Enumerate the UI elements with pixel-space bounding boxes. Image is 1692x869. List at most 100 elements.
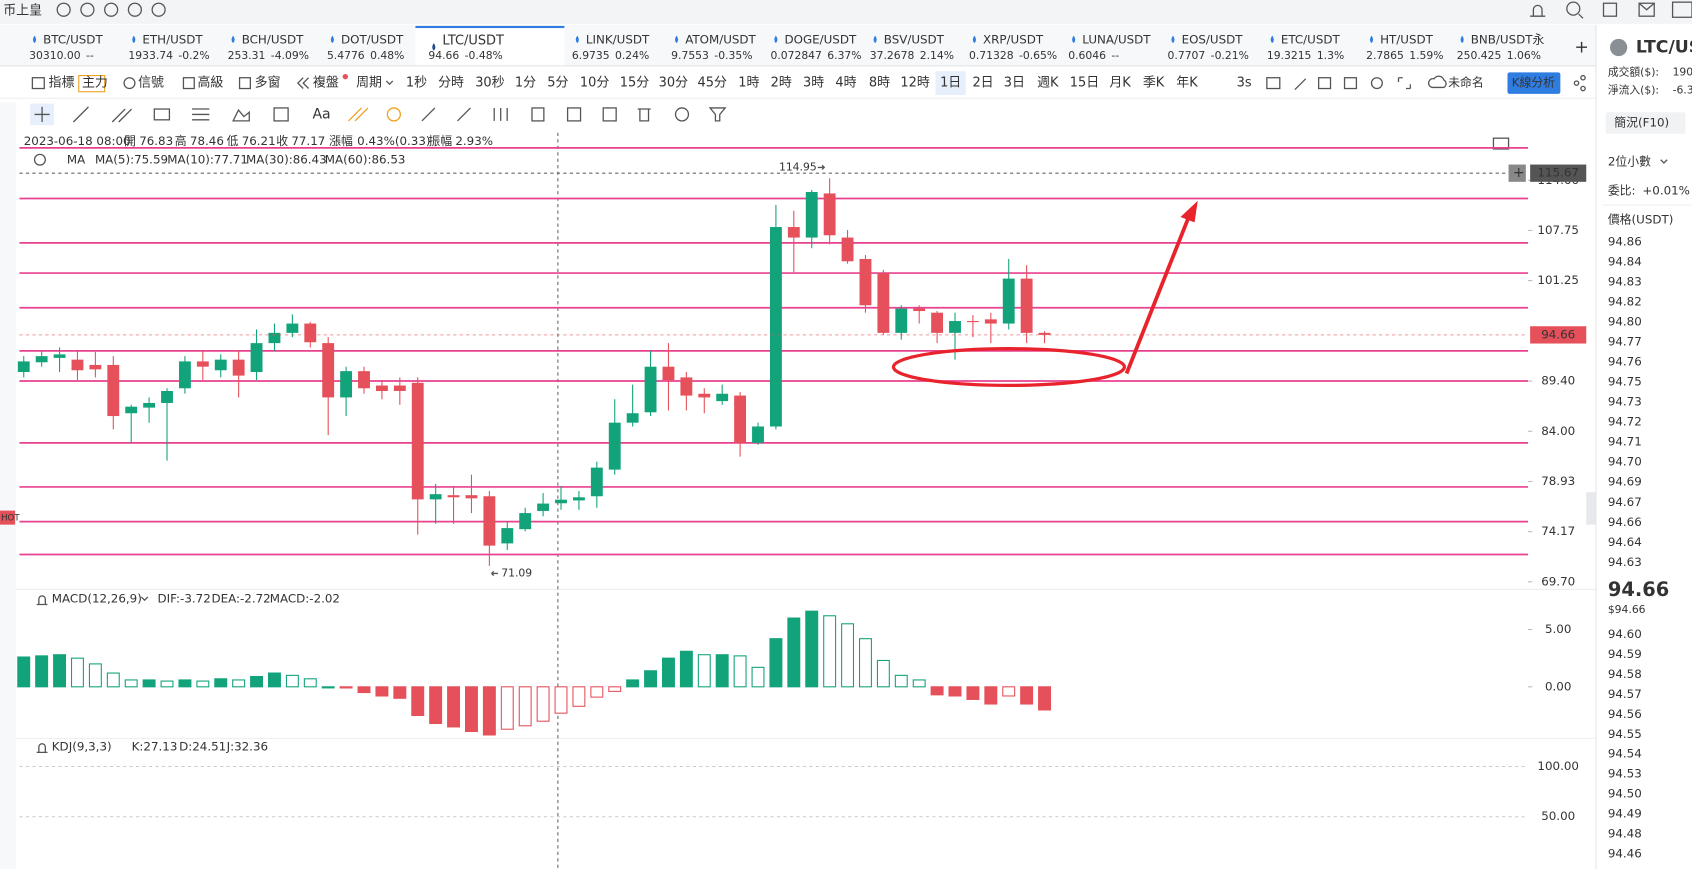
left-strip	[0, 102, 17, 869]
info-lbl: 高	[175, 134, 187, 148]
period-option[interactable]: 分時	[438, 76, 464, 91]
crosshair-price-box	[1530, 164, 1587, 182]
candle-body	[734, 395, 747, 443]
candle-body	[931, 312, 944, 333]
toolbar-indicator[interactable]: 指標	[49, 76, 75, 91]
ticker-symbol[interactable]: ATOM/USDT	[685, 32, 756, 46]
f10-button[interactable]	[1605, 112, 1686, 134]
period-option[interactable]: 1日	[940, 76, 961, 91]
period-option[interactable]: 8時	[869, 76, 890, 91]
macd-bar	[733, 655, 747, 688]
toolbar-replay[interactable]: 複盤	[313, 75, 339, 91]
ma-legend: MA(10):77.71	[167, 152, 248, 166]
toolbar-signal[interactable]: 信號	[138, 76, 164, 91]
bid-price: 94.49	[1608, 806, 1642, 820]
ticker-symbol[interactable]: BNB/USDT永	[1471, 32, 1545, 46]
y-tick-label: 101.25	[1537, 273, 1578, 287]
period-option[interactable]: 1時	[738, 76, 759, 91]
candle-body	[626, 413, 639, 423]
candle-body	[196, 361, 209, 367]
annotation-ellipse	[891, 347, 1127, 388]
ma-toggle[interactable]	[33, 153, 46, 166]
ticker-change: 1.59%	[1409, 49, 1443, 62]
ticker-symbol[interactable]: BCH/USDT	[242, 32, 304, 46]
toolbar-advanced[interactable]: 高級	[197, 75, 223, 91]
crosshair-plus[interactable]	[1508, 164, 1526, 182]
ticker-symbol[interactable]: ETC/USDT	[1281, 32, 1341, 46]
last-price-tag: 94.66	[1541, 327, 1575, 341]
period-option[interactable]: 1分	[515, 76, 536, 91]
decimals[interactable]: 2位小數	[1608, 154, 1651, 168]
ticker-price: 0.072847	[770, 49, 821, 62]
period-option[interactable]: 5分	[547, 76, 568, 91]
period-option[interactable]: 2時	[771, 76, 792, 91]
template-name[interactable]: 未命名	[1448, 76, 1484, 90]
analysis-label[interactable]: K線分析	[1512, 76, 1555, 90]
period-option[interactable]: 2日	[972, 76, 993, 91]
candle-body	[841, 237, 854, 262]
candle-body	[877, 273, 890, 333]
period-option[interactable]: 15分	[620, 76, 649, 91]
bid-price: 94.58	[1608, 667, 1642, 681]
ticker-symbol[interactable]: DOGE/USDT	[784, 32, 856, 46]
period-option[interactable]: 15日	[1070, 76, 1099, 91]
ask-price: 94.76	[1608, 355, 1642, 369]
ticker-symbol[interactable]: DOT/USDT	[341, 32, 404, 46]
period-option[interactable]: 3時	[803, 76, 824, 91]
ask-price: 94.66	[1608, 515, 1642, 529]
macd-bar	[876, 659, 890, 688]
kdj-legend: K:27.13	[132, 740, 178, 754]
macd-bar	[894, 674, 908, 688]
macd-title: MACD(12,26,9)	[52, 592, 142, 606]
refresh-rate[interactable]: 3s	[1237, 76, 1252, 91]
ticker-symbol[interactable]: ETH/USDT	[142, 32, 203, 46]
text-tool[interactable]: Aa	[312, 106, 330, 122]
info-lbl: 收	[276, 134, 288, 148]
high-arrow	[817, 164, 826, 171]
ticker-symbol[interactable]: HT/USDT	[1380, 32, 1433, 46]
period-option[interactable]: 10分	[580, 76, 609, 91]
high-marker: 114.95	[779, 160, 817, 173]
period-option[interactable]: 30分	[659, 76, 688, 91]
ticker-icon	[330, 35, 334, 44]
ticker-icon	[231, 35, 235, 44]
period-option[interactable]: 4時	[835, 76, 856, 91]
candle-body	[1038, 332, 1051, 335]
toolbar-main[interactable]: 主力	[82, 76, 108, 91]
f10[interactable]: 簡況(F10)	[1614, 116, 1669, 130]
period-option[interactable]: 週K	[1037, 76, 1059, 91]
candle-body	[53, 354, 66, 358]
ask-price: 94.67	[1608, 495, 1642, 509]
ticker-symbol[interactable]: LTC/USDT	[442, 34, 504, 49]
ticker-icon	[873, 35, 877, 44]
period-option[interactable]: 45分	[697, 76, 726, 91]
info-val: 0.43%(0.33)	[357, 134, 430, 148]
ticker-symbol[interactable]: XRP/USDT	[983, 32, 1044, 46]
period-option[interactable]: 30秒	[475, 76, 504, 91]
last-usd: $94.66	[1608, 603, 1646, 616]
period-option[interactable]: 月K	[1109, 76, 1131, 91]
dropdown-caret	[385, 80, 394, 86]
period-option[interactable]: 1秒	[406, 76, 427, 91]
period-option[interactable]: 季K	[1143, 76, 1165, 91]
info-lbl: 漲幅	[329, 134, 353, 148]
analysis-button[interactable]	[1507, 72, 1561, 94]
ticker-symbol[interactable]: BSV/USDT	[884, 32, 945, 46]
hot-badge	[0, 510, 16, 525]
ticker-symbol[interactable]: LUNA/USDT	[1082, 32, 1151, 46]
ticker-symbol[interactable]: LINK/USDT	[586, 32, 650, 46]
period-option[interactable]: 年K	[1176, 76, 1198, 91]
ticker-symbol[interactable]: EOS/USDT	[1182, 32, 1244, 46]
toolbar-multi-window[interactable]: 多窗	[255, 75, 281, 91]
toolbar-period[interactable]: 周期	[356, 76, 382, 91]
period-option[interactable]: 12時	[900, 76, 929, 91]
add-tab[interactable]: +	[1574, 37, 1588, 57]
macd-bar	[214, 678, 228, 688]
ticker-change: -0.65%	[1019, 49, 1057, 62]
period-option[interactable]: 3日	[1004, 76, 1025, 91]
panel-handle[interactable]	[1586, 492, 1596, 525]
macd-bar	[608, 686, 622, 692]
fullscreen-icon[interactable]	[1492, 137, 1510, 150]
ticker-symbol[interactable]: BTC/USDT	[43, 32, 103, 46]
